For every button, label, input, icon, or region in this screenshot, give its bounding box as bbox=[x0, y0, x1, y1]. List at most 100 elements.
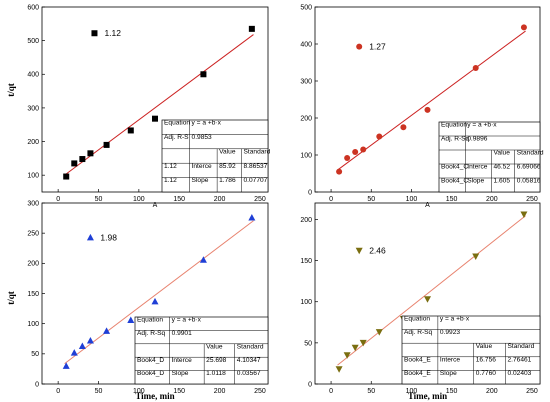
data-point bbox=[352, 149, 359, 156]
x-tick-label: 50 bbox=[367, 196, 375, 203]
table-equation-label: Equation bbox=[137, 317, 163, 324]
table-cell-param: Slope bbox=[172, 370, 189, 377]
data-point bbox=[424, 106, 431, 113]
data-point bbox=[152, 115, 158, 122]
table-r2-value: 0.9901 bbox=[172, 330, 193, 337]
table-header-standard: Standard bbox=[237, 343, 264, 350]
table-cell-param: Interce bbox=[440, 356, 460, 363]
chart-panel-2: 0 100 200 300 400 500 0 50 100 150 200 250 A 1.27 Equa… bbox=[300, 4, 544, 209]
table-header-standard: Standard bbox=[508, 343, 535, 350]
table-cell-value: 16.756 bbox=[476, 356, 497, 363]
table-cell-standard: 0.07707 bbox=[244, 177, 268, 184]
x-tick-label: 100 bbox=[406, 196, 418, 203]
table-cell-value: 0.7760 bbox=[476, 370, 497, 377]
x-axis-label: A bbox=[153, 202, 158, 209]
chart-panel-4: 0 50 100 150 200 0 50 100 150 200 250 Time, min 2.46… bbox=[300, 202, 541, 401]
data-point bbox=[248, 213, 256, 221]
table-r2-value: 0.9923 bbox=[440, 329, 461, 336]
y-tick-label: 250 bbox=[27, 231, 39, 238]
y-tick-label: 0 bbox=[308, 189, 312, 196]
data-point bbox=[343, 352, 351, 359]
x-tick-label: 200 bbox=[486, 388, 498, 395]
y-tick-label: 200 bbox=[300, 115, 312, 122]
table-cell-value: 1.605 bbox=[494, 178, 511, 185]
data-point bbox=[200, 71, 207, 78]
table-cell-param: Slope bbox=[467, 178, 484, 185]
table-cell-param: Interce bbox=[192, 163, 212, 170]
data-point bbox=[103, 327, 111, 334]
table-equation: y = a +b·x bbox=[440, 316, 470, 323]
x-tick-label: 150 bbox=[446, 196, 458, 203]
data-point bbox=[335, 366, 343, 373]
x-tick-label: 100 bbox=[133, 388, 145, 395]
y-tick-label: 100 bbox=[27, 173, 39, 180]
table-cell-standard: 0.05816 bbox=[517, 178, 541, 185]
table-cell-dataset: Book4_C bbox=[441, 178, 468, 185]
x-tick-label: 200 bbox=[486, 196, 498, 203]
data-point bbox=[127, 316, 135, 324]
data-point bbox=[127, 127, 134, 134]
y-tick-label: 500 bbox=[27, 38, 39, 45]
data-point bbox=[520, 211, 528, 219]
data-point bbox=[86, 233, 94, 241]
y-tick-label: 300 bbox=[300, 78, 312, 85]
table-equation: y = a +b·x bbox=[192, 120, 222, 127]
table-r2-label: Adj. R-Sq bbox=[441, 136, 470, 143]
table-cell-standard: 4.10347 bbox=[237, 357, 261, 364]
fit-line bbox=[64, 34, 254, 176]
y-tick-label: 0 bbox=[308, 381, 312, 388]
data-point bbox=[472, 65, 479, 72]
data-point bbox=[199, 256, 207, 263]
x-tick-label: 150 bbox=[446, 388, 458, 395]
table-header-value: Value bbox=[219, 148, 236, 155]
fit-line bbox=[64, 220, 254, 365]
fit-stats-table: Equation y = a +b·x Adj. R-Sq 0.9901 Value St… bbox=[134, 317, 269, 385]
x-tick-label: 0 bbox=[56, 196, 60, 203]
plot-frame bbox=[314, 6, 541, 193]
data-point bbox=[62, 362, 70, 369]
x-tick-label: 150 bbox=[173, 196, 185, 203]
data-point bbox=[71, 160, 78, 167]
table-header-value: Value bbox=[476, 343, 493, 350]
data-point bbox=[360, 146, 367, 153]
table-equation: y = a +b·x bbox=[467, 122, 497, 129]
data-point bbox=[375, 329, 383, 336]
table-frame bbox=[401, 315, 541, 385]
data-point bbox=[376, 133, 383, 140]
y-tick-label: 400 bbox=[27, 72, 39, 79]
y-axis-label: t/qt bbox=[6, 83, 16, 97]
x-tick-label: 50 bbox=[95, 196, 103, 203]
x-tick-label: 0 bbox=[329, 196, 333, 203]
table-r2-label: Adj. R-Sq bbox=[404, 329, 433, 336]
data-point bbox=[151, 297, 159, 305]
table-r2-value: 0.9896 bbox=[467, 136, 488, 143]
data-point bbox=[351, 344, 359, 352]
chart-panel-3: 0 50 100 150 200 250 300 0 50 100 150 200 250 Time, m… bbox=[6, 200, 269, 401]
table-header-value: Value bbox=[494, 150, 511, 157]
data-point bbox=[355, 247, 363, 255]
x-tick-label: 150 bbox=[173, 388, 185, 395]
x-axis-label: Time, min bbox=[135, 391, 174, 401]
y-tick-label: 150 bbox=[27, 291, 39, 298]
y-tick-label: 0 bbox=[35, 381, 39, 388]
y-tick-label: 200 bbox=[27, 139, 39, 146]
series-annotation-label: 1.12 bbox=[104, 28, 121, 38]
table-equation: y = a +b·x bbox=[172, 317, 202, 324]
table-header-value: Value bbox=[206, 343, 223, 350]
y-tick-label: 100 bbox=[27, 321, 39, 328]
x-tick-label: 0 bbox=[329, 388, 333, 395]
data-point bbox=[70, 349, 78, 356]
data-point bbox=[103, 141, 110, 148]
table-cell-standard: 8.86537 bbox=[244, 163, 268, 170]
table-cell-value: 1.786 bbox=[219, 177, 236, 184]
table-cell-standard: 0.02403 bbox=[508, 370, 532, 377]
x-tick-label: 50 bbox=[367, 388, 375, 395]
table-cell-param: Interce bbox=[467, 164, 487, 171]
table-frame bbox=[161, 119, 269, 193]
data-point bbox=[63, 173, 70, 180]
table-cell-dataset: Book4_E bbox=[404, 356, 431, 363]
data-point bbox=[344, 154, 351, 161]
